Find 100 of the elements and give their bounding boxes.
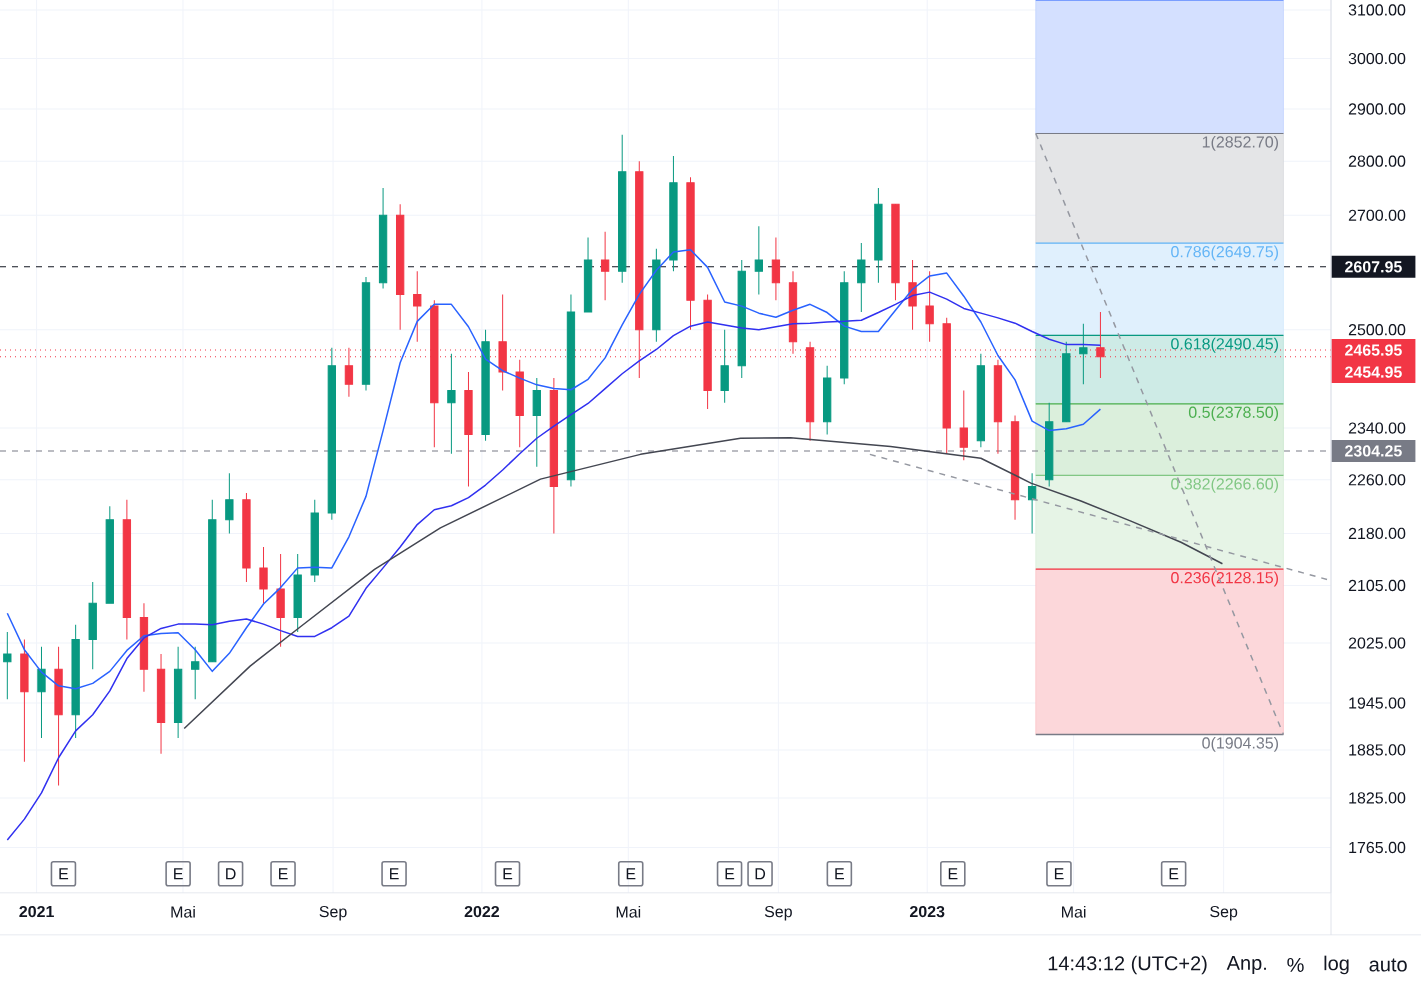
- candlestick: [891, 203, 900, 301]
- candlestick: [361, 276, 371, 391]
- y-tick-label: 1945.00: [1349, 697, 1406, 709]
- candlestick: [686, 176, 695, 331]
- candlestick: [566, 293, 576, 487]
- y-tick-label: 2105.00: [1348, 579, 1406, 592]
- candlestick: [874, 187, 883, 284]
- y-tick-label: 2900.00: [1348, 103, 1406, 115]
- candlestick: [20, 638, 29, 763]
- candlestick: [754, 225, 763, 295]
- candlestick: [515, 359, 524, 448]
- candlestick: [993, 359, 1003, 455]
- annotation: E: [1169, 868, 1179, 880]
- annotation: E: [948, 868, 958, 880]
- y-tick-label: 3000.00: [1348, 52, 1406, 65]
- candlestick: [857, 242, 866, 313]
- candlestick: [310, 499, 319, 583]
- series-label: 0.618(2490.45): [1171, 337, 1279, 353]
- line-series: [6, 249, 1102, 690]
- candlestick: [822, 365, 832, 435]
- annotation: E: [725, 868, 735, 880]
- x-tick-label: Mai: [1062, 905, 1086, 918]
- text: %: [1287, 957, 1304, 972]
- candlestick: [771, 236, 781, 301]
- x-tick-label: Mai: [171, 905, 195, 918]
- series-label: 0.382(2266.60): [1171, 477, 1279, 493]
- candlestick: [600, 231, 610, 301]
- candlestick: [71, 624, 80, 739]
- x-tick-label: Sep: [1210, 905, 1238, 921]
- candlestick: [1045, 402, 1054, 487]
- y-tick-label: 3100.00: [1348, 4, 1406, 16]
- candlestick: [191, 646, 200, 700]
- series-label: 1(2852.70): [1202, 135, 1279, 151]
- candlestick: [669, 155, 678, 272]
- candlestick: [259, 546, 268, 604]
- annotation: D: [755, 868, 766, 880]
- series-label: 0.236(2128.15): [1171, 571, 1279, 587]
- text: 14:43:12 (UTC+2): [1048, 955, 1207, 975]
- x-tick-label: Sep: [319, 905, 347, 921]
- y-tick-label: 1885.00: [1349, 744, 1406, 756]
- x-tick-label: Mai: [616, 905, 641, 918]
- candlestick: [532, 377, 541, 468]
- candlestick: [925, 270, 934, 343]
- candlestick: [139, 602, 149, 693]
- series-label: 0.5(2378.50): [1188, 406, 1279, 422]
- candlestick: [1096, 311, 1105, 379]
- annotation: D: [226, 868, 236, 880]
- y-tick-label: 2025.00: [1348, 637, 1406, 649]
- candlestick: [293, 553, 302, 633]
- candlestick: [1027, 472, 1037, 534]
- candlestick: [618, 134, 627, 284]
- annotation: E: [174, 868, 183, 880]
- candlestick: [327, 347, 336, 521]
- y-tick-label: 2340.00: [1348, 422, 1406, 434]
- y-tick-label: 2500.00: [1348, 324, 1406, 336]
- candlestick: [652, 248, 661, 343]
- candlestick: [1062, 341, 1071, 423]
- annotation: E: [390, 868, 399, 880]
- ref-line-label: 2304.25: [1345, 445, 1402, 457]
- text: auto: [1369, 958, 1407, 972]
- candlestick: [959, 389, 968, 461]
- candlestick: [395, 203, 405, 331]
- candlestick: [413, 270, 422, 343]
- text: Anp.: [1226, 956, 1266, 974]
- candlestick: [173, 646, 183, 739]
- candlestick: [840, 270, 849, 385]
- annotation: E: [59, 868, 69, 880]
- text: log: [1324, 955, 1349, 975]
- candlestick: [3, 631, 12, 700]
- annotation: E: [835, 868, 844, 880]
- candlestick: [549, 377, 559, 534]
- x-tick-label: 2021: [19, 905, 54, 918]
- candlestick: [976, 353, 986, 448]
- candlestick: [88, 581, 97, 670]
- x-tick-label: 2022: [464, 905, 500, 918]
- candlestick: [208, 499, 217, 663]
- x-tick-label: Sep: [764, 905, 792, 921]
- y-tick-label: 1765.00: [1349, 841, 1406, 854]
- ref-line-label: 2454.95: [1345, 366, 1402, 378]
- y-tick-label: 2800.00: [1348, 155, 1406, 167]
- ref-line-label: 2607.95: [1345, 261, 1402, 273]
- series-label: 0(1904.35): [1202, 736, 1279, 752]
- candlestick: [242, 492, 251, 583]
- series-label: 0.786(2649.75): [1171, 245, 1279, 261]
- annotation: E: [503, 868, 513, 880]
- candlestick: [225, 472, 234, 534]
- candlestick: [122, 499, 132, 640]
- y-tick-label: 2700.00: [1348, 209, 1406, 221]
- candlestick: [788, 270, 798, 355]
- candlestick: [378, 187, 388, 290]
- candlestick: [105, 505, 114, 604]
- candlestick: [37, 646, 46, 739]
- candlestick: [54, 646, 63, 787]
- candlestick: [447, 353, 456, 455]
- y-tick-label: 1825.00: [1349, 792, 1406, 804]
- y-tick-label: 2180.00: [1348, 527, 1406, 540]
- candlestick: [464, 371, 473, 487]
- candlestick: [276, 553, 285, 648]
- annotation: E: [626, 868, 636, 880]
- candlestick: [481, 329, 490, 442]
